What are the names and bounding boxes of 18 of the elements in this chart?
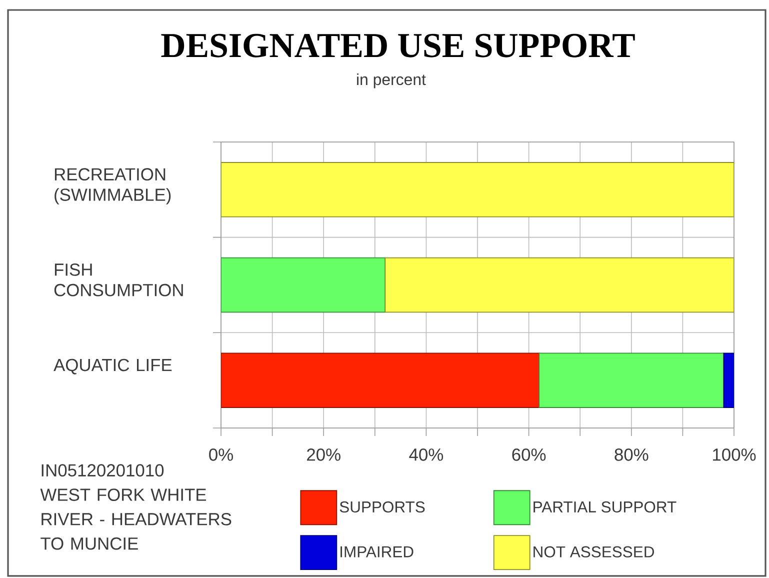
- y-tick-label: AQUATIC LIFE: [54, 358, 172, 374]
- y-tick-label: FISH CONSUMPTION: [54, 264, 183, 296]
- y-tick-label: RECREATION (SWIMMABLE): [54, 168, 171, 204]
- legend-label: SUPPORTS: [340, 501, 425, 513]
- x-tick-label: 40%: [409, 448, 444, 461]
- x-tick-label: 0%: [209, 448, 233, 461]
- chart-subtitle: in percent: [357, 73, 426, 88]
- x-tick-label: 20%: [307, 448, 340, 461]
- bar: [538, 352, 724, 408]
- text: WEST FORK WHITE RIVER - HEADWATERS TO MUNCIE: [40, 488, 232, 550]
- x-tick-label: 80%: [614, 448, 648, 461]
- chart-title: DESIGNATED USE SUPPORT: [161, 34, 635, 58]
- text: IN05120201010: [42, 464, 164, 477]
- legend-label: NOT ASSESSED: [534, 546, 654, 558]
- x-tick-label: 100%: [713, 448, 756, 461]
- x-tick-label: 60%: [512, 448, 546, 461]
- legend-label: PARTIAL SUPPORT: [534, 501, 676, 513]
- legend-label: IMPAIRED: [340, 546, 414, 558]
